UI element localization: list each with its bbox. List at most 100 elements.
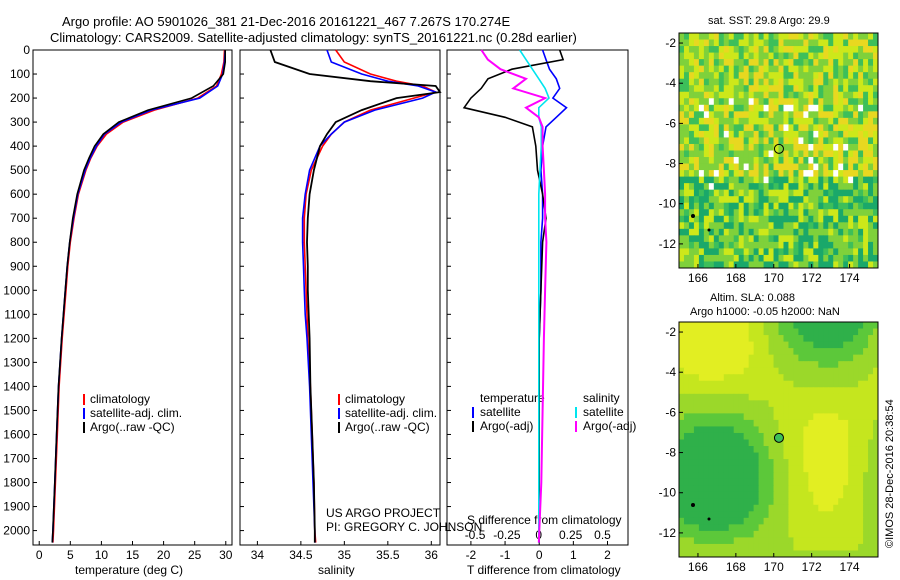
map-cell bbox=[679, 341, 685, 349]
map-cell bbox=[838, 248, 844, 256]
map-cell bbox=[788, 33, 794, 41]
map-cell bbox=[823, 46, 829, 54]
map-cell bbox=[838, 130, 844, 138]
map-cell bbox=[803, 335, 809, 343]
map-cell bbox=[818, 498, 824, 506]
map-cell bbox=[838, 459, 844, 467]
map-cell bbox=[693, 215, 700, 223]
map-cell bbox=[813, 235, 819, 243]
map-cell bbox=[863, 78, 869, 86]
map-cell bbox=[713, 341, 720, 349]
map-cell bbox=[868, 446, 874, 454]
map-cell bbox=[768, 504, 775, 512]
map-cell bbox=[753, 59, 760, 67]
map-cell bbox=[688, 59, 695, 67]
map-cell bbox=[833, 209, 839, 217]
map-cell bbox=[679, 446, 685, 454]
map-cell bbox=[798, 261, 804, 269]
map-cell bbox=[683, 322, 690, 330]
map-cell bbox=[828, 459, 834, 467]
map-cell bbox=[698, 228, 705, 236]
map-cell bbox=[813, 348, 819, 356]
map-cell bbox=[758, 485, 765, 493]
map-cell bbox=[803, 361, 809, 369]
map-cell bbox=[793, 400, 799, 408]
map-cell bbox=[783, 202, 789, 210]
map-cell bbox=[698, 124, 705, 132]
map-cell bbox=[823, 491, 829, 499]
map-cell bbox=[723, 485, 730, 493]
map-cell bbox=[763, 59, 770, 67]
map-cell bbox=[693, 143, 700, 151]
map-cell bbox=[688, 426, 695, 434]
map-cell bbox=[713, 170, 720, 178]
map-cell bbox=[818, 517, 824, 525]
map-cell bbox=[708, 439, 715, 447]
depth-tick-label: 0 bbox=[23, 43, 30, 57]
map-cell bbox=[679, 157, 685, 165]
map-cell bbox=[788, 465, 794, 473]
legend-diff-temp-title: temperature bbox=[480, 391, 545, 405]
salinity-tick-label: 36 bbox=[425, 548, 439, 562]
map-cell bbox=[818, 222, 824, 230]
map-cell bbox=[853, 261, 859, 269]
map-cell bbox=[828, 235, 834, 243]
map-cell bbox=[783, 52, 789, 60]
map-cell bbox=[793, 485, 799, 493]
map-cell bbox=[753, 39, 760, 47]
map-cell bbox=[738, 91, 745, 99]
depth-tick-label: 1500 bbox=[3, 403, 30, 417]
map-cell bbox=[863, 419, 869, 427]
map-cell bbox=[828, 537, 834, 545]
map-cell bbox=[803, 78, 809, 86]
map-cell bbox=[868, 367, 874, 375]
map-cell bbox=[763, 124, 770, 132]
map-cell bbox=[803, 354, 809, 362]
map-cell bbox=[753, 393, 760, 401]
map-cell bbox=[679, 380, 685, 388]
map-cell bbox=[863, 491, 869, 499]
map-cell bbox=[763, 65, 770, 73]
map-cell bbox=[693, 419, 700, 427]
map-cell bbox=[688, 254, 695, 262]
map-cell bbox=[693, 393, 700, 401]
map-cell bbox=[818, 157, 824, 165]
map-cell bbox=[688, 98, 695, 106]
map-cell bbox=[843, 85, 849, 93]
map-cell bbox=[853, 426, 859, 434]
map-cell bbox=[738, 72, 745, 80]
map-cell bbox=[703, 170, 710, 178]
map-cell bbox=[679, 387, 685, 395]
map-cell bbox=[858, 348, 864, 356]
map-cell bbox=[718, 393, 725, 401]
map-cell bbox=[808, 498, 814, 506]
map-cell bbox=[679, 537, 685, 545]
map-cell bbox=[813, 157, 819, 165]
map-cell bbox=[828, 209, 834, 217]
map-cell bbox=[838, 261, 844, 269]
map-cell bbox=[698, 517, 705, 525]
map-cell bbox=[868, 91, 874, 99]
map-cell bbox=[858, 85, 864, 93]
map-cell bbox=[813, 498, 819, 506]
map-cell bbox=[743, 393, 750, 401]
map-cell bbox=[718, 380, 725, 388]
map-cell bbox=[703, 176, 710, 184]
map-cell bbox=[868, 52, 874, 60]
map-cell bbox=[783, 380, 789, 388]
map-cell bbox=[793, 202, 799, 210]
map-cell bbox=[693, 374, 700, 382]
map-cell bbox=[718, 202, 725, 210]
map-cell bbox=[783, 254, 789, 262]
map-cell bbox=[798, 354, 804, 362]
map-cell bbox=[873, 393, 879, 401]
map-cell bbox=[863, 374, 869, 382]
map-cell bbox=[708, 485, 715, 493]
map-cell bbox=[838, 524, 844, 532]
map-cell bbox=[708, 104, 715, 112]
map-cell bbox=[863, 59, 869, 67]
map-cell bbox=[778, 241, 784, 249]
map-cell bbox=[843, 550, 849, 558]
map-cell bbox=[833, 65, 839, 73]
map-cell bbox=[803, 459, 809, 467]
